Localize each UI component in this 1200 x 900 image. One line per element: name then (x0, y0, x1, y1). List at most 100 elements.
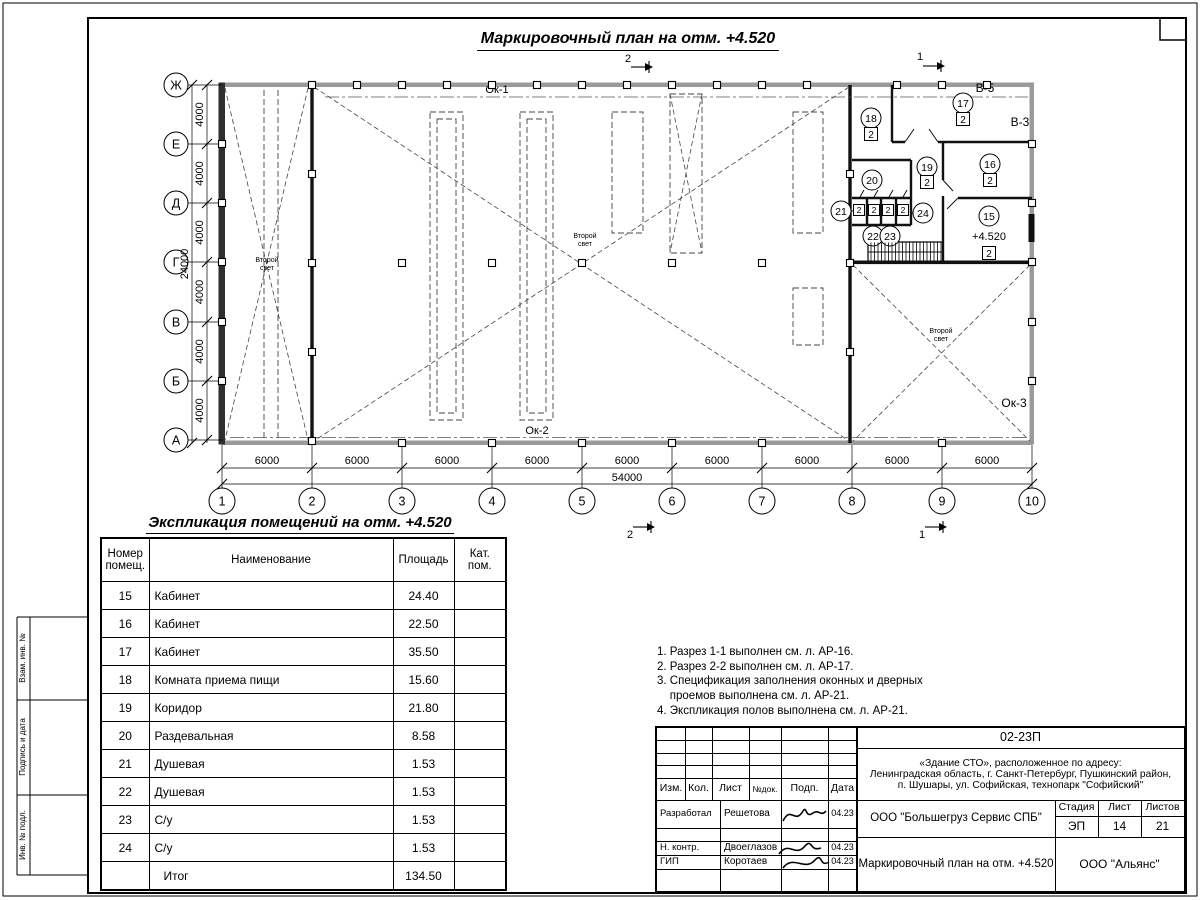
room-category-box (864, 127, 878, 141)
room-number: 16 (984, 159, 996, 171)
table-cell: 23 (100, 805, 150, 834)
explication-table-wrap: Номер помещ. Наименование Площадь Кат. пом.… (100, 537, 507, 891)
column-marker (1027, 139, 1037, 149)
table-cell: Итог (148, 861, 394, 891)
axis-bubble (748, 487, 776, 515)
dim-label: 6000 (885, 455, 909, 467)
table-row: 24 С/у 1.53 (100, 833, 507, 862)
column-marker (845, 258, 855, 268)
room-number: 24 (917, 208, 929, 220)
table-cell (453, 693, 507, 722)
table-cell: 20 (100, 721, 150, 750)
divider (657, 828, 857, 829)
plan-text: Ок-2 (525, 425, 548, 437)
column-marker (397, 80, 407, 90)
frame-field-label: Взам. инв. № (18, 633, 27, 683)
dim-total: 54000 (612, 472, 643, 484)
axis-bubble (658, 487, 686, 515)
page-title-text: Маркировочный план на отм. +4.520 (476, 30, 780, 51)
dim-tick (576, 462, 588, 474)
table-cell: Душевая (148, 749, 394, 778)
column-marker (892, 80, 902, 90)
axis-bubble (568, 487, 596, 515)
drawing-name: Маркировочный план на отм. +4.520 (858, 857, 1054, 870)
dim-label: 4000 (194, 398, 206, 422)
dashed-outlines (429, 93, 824, 421)
col-kol: Кол. (688, 782, 709, 795)
room-category: 2 (872, 205, 877, 215)
dim-tick (201, 197, 213, 209)
section-mark-number: 1 (917, 51, 923, 63)
divider (657, 800, 1184, 801)
name-gip: Коротаев (724, 855, 768, 867)
room-category: 2 (868, 130, 874, 141)
axis-number: 7 (759, 495, 766, 509)
dim-tick (1026, 478, 1038, 490)
table-cell: Душевая (148, 777, 394, 806)
column-marker (667, 80, 677, 90)
window-centerlines (230, 96, 1028, 438)
column-marker (1027, 198, 1037, 208)
table-cell: 22.50 (392, 609, 455, 638)
explication-header: Номер помещ. (100, 537, 150, 582)
designer-org: ООО "Альянс" (1079, 856, 1160, 871)
divider (657, 855, 857, 856)
column-marker (307, 347, 317, 357)
table-cell: 8.58 (392, 721, 455, 750)
office-walls (851, 85, 1032, 263)
room-number: 15 (983, 211, 995, 223)
axis-letter: Б (172, 375, 180, 389)
title-block: Изм. Кол. Лист №док. Подп. Дата Разработ… (655, 726, 1186, 893)
name-ncontrol: Двоеглазов (724, 841, 778, 853)
column-marker (307, 169, 317, 179)
plan-text: Второй (255, 256, 278, 264)
column-marker (577, 258, 587, 268)
table-cell: С/у (148, 833, 394, 862)
note-line: проемов выполнена см. л. АР-21. (657, 690, 850, 703)
table-cell: Раздевальная (148, 721, 394, 750)
sheets-header: Листов (1145, 801, 1180, 814)
table-row: 19 Коридор 21.80 (100, 693, 507, 722)
dim-label: 6000 (975, 455, 999, 467)
divider (657, 753, 857, 754)
column-marker (577, 80, 587, 90)
col-list: Лист (719, 782, 742, 795)
room-category-box (956, 112, 970, 126)
table-cell: Комната приема пищи (148, 665, 394, 694)
table-cell (453, 637, 507, 666)
table-cell: 19 (100, 693, 150, 722)
name-developer: Решетова (724, 807, 770, 819)
axis-bubble (388, 487, 416, 515)
plan-text: свет (260, 265, 275, 272)
table-cell: 1.53 (392, 833, 455, 862)
dim-tick (666, 462, 678, 474)
divider (720, 800, 721, 891)
column-marker (217, 376, 227, 386)
explication-title-text: Экспликация помещений на отм. +4.520 (146, 514, 454, 534)
table-row: Итог 134.50 (100, 861, 507, 891)
role-ncontrol: Н. контр. (660, 842, 700, 854)
sheet-corner-box (1159, 17, 1187, 41)
column-marker (667, 258, 677, 268)
stage-value: ЭП (1067, 819, 1086, 833)
table-row: 22 Душевая 1.53 (100, 777, 507, 806)
room-bubble (978, 205, 1000, 227)
table-cell (453, 805, 507, 834)
axis-number: 9 (939, 495, 946, 509)
dim-tick (201, 316, 213, 328)
dim-label: 6000 (345, 455, 369, 467)
divider (828, 728, 829, 891)
dim-label: 4000 (194, 102, 206, 126)
room-category: 2 (960, 115, 966, 126)
room-category-box (982, 246, 996, 260)
table-cell (453, 749, 507, 778)
divider (657, 778, 857, 779)
table-cell (453, 861, 507, 891)
dim-label: 6000 (795, 455, 819, 467)
sheet-value: 14 (1112, 819, 1127, 833)
table-cell: 22 (100, 777, 150, 806)
axis-number: 3 (399, 495, 406, 509)
